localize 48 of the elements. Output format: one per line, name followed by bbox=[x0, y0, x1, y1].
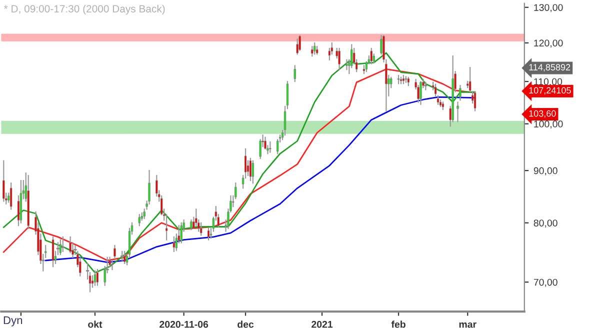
text: 103,60 bbox=[529, 110, 556, 118]
text: 114,85892 bbox=[529, 64, 570, 72]
candlestick bbox=[111, 260, 114, 270]
text: Dyn bbox=[4, 316, 22, 326]
x-tick-label: 2020-11-06 bbox=[160, 320, 208, 328]
candlestick bbox=[180, 222, 182, 244]
candlestick bbox=[59, 239, 62, 256]
candlestick bbox=[456, 102, 459, 122]
candlestick bbox=[294, 65, 296, 82]
y-tick-label: 130,00 bbox=[534, 4, 563, 12]
candlestick bbox=[269, 141, 272, 153]
x-tick-label: feb bbox=[391, 320, 406, 328]
candlestick bbox=[346, 59, 348, 70]
y-tick-label: 110,00 bbox=[534, 78, 562, 86]
candlestick bbox=[249, 158, 252, 182]
candlestick bbox=[314, 42, 316, 55]
x-tick-label: 2021 bbox=[312, 320, 333, 328]
y-tick-label: 100,00 bbox=[534, 120, 563, 129]
candlestick bbox=[311, 46, 314, 57]
candlestick bbox=[252, 160, 254, 184]
candlestick bbox=[10, 182, 12, 210]
candlestick bbox=[370, 48, 372, 64]
x-tick-label: dec bbox=[238, 320, 254, 328]
text: 107,24105 bbox=[529, 87, 571, 95]
candlestick bbox=[138, 214, 140, 226]
candlestick bbox=[338, 48, 340, 70]
candlestick bbox=[52, 236, 54, 268]
y-tick-label: 90,00 bbox=[534, 167, 558, 176]
candlestick bbox=[124, 250, 126, 264]
y-tick-label: 120,00 bbox=[534, 40, 563, 48]
candlestick bbox=[172, 236, 176, 252]
chart-title: * D, 09:00-17:30 (2000 Days Back) bbox=[4, 4, 165, 15]
candlestick bbox=[207, 228, 210, 240]
candlestick bbox=[2, 160, 5, 202]
candlestick bbox=[190, 220, 192, 230]
candlestick bbox=[94, 270, 96, 286]
candlestick bbox=[298, 34, 301, 51]
y-tick-label: 70,00 bbox=[534, 278, 558, 287]
candlestick bbox=[114, 245, 116, 258]
candlestick bbox=[96, 269, 99, 286]
x-tick-label: mar bbox=[459, 322, 476, 328]
candlestick bbox=[296, 38, 298, 55]
candlestick bbox=[459, 85, 462, 101]
y-tick-label: 80,00 bbox=[534, 220, 558, 228]
candlestick bbox=[200, 222, 202, 236]
candlestick bbox=[420, 80, 422, 105]
candlestick bbox=[474, 91, 476, 112]
x-tick-label: okt bbox=[88, 320, 102, 328]
